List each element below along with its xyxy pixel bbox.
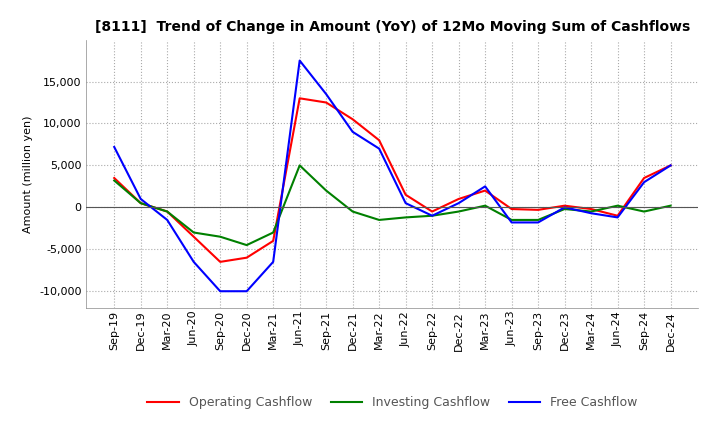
Investing Cashflow bbox=[110, 178, 119, 183]
Free Cashflow bbox=[666, 163, 675, 168]
Operating Cashflow bbox=[534, 207, 542, 213]
Free Cashflow bbox=[322, 92, 330, 97]
Free Cashflow bbox=[401, 201, 410, 206]
Operating Cashflow bbox=[295, 95, 304, 101]
Operating Cashflow bbox=[454, 196, 463, 202]
Free Cashflow bbox=[189, 259, 198, 264]
Operating Cashflow bbox=[640, 176, 649, 181]
Investing Cashflow bbox=[136, 201, 145, 206]
Investing Cashflow bbox=[534, 217, 542, 223]
Investing Cashflow bbox=[348, 209, 357, 214]
Operating Cashflow bbox=[322, 100, 330, 105]
Free Cashflow bbox=[348, 129, 357, 135]
Operating Cashflow bbox=[560, 203, 569, 208]
Free Cashflow bbox=[269, 259, 277, 264]
Operating Cashflow bbox=[375, 138, 384, 143]
Operating Cashflow bbox=[189, 234, 198, 239]
Investing Cashflow bbox=[481, 203, 490, 208]
Investing Cashflow bbox=[401, 215, 410, 220]
Operating Cashflow bbox=[269, 238, 277, 244]
Operating Cashflow bbox=[613, 213, 622, 218]
Investing Cashflow bbox=[375, 217, 384, 223]
Free Cashflow bbox=[243, 289, 251, 294]
Free Cashflow bbox=[640, 180, 649, 185]
Operating Cashflow bbox=[136, 201, 145, 206]
Investing Cashflow bbox=[454, 209, 463, 214]
Line: Free Cashflow: Free Cashflow bbox=[114, 61, 670, 291]
Title: [8111]  Trend of Change in Amount (YoY) of 12Mo Moving Sum of Cashflows: [8111] Trend of Change in Amount (YoY) o… bbox=[95, 20, 690, 34]
Operating Cashflow bbox=[216, 259, 225, 264]
Operating Cashflow bbox=[587, 206, 595, 212]
Investing Cashflow bbox=[428, 213, 436, 218]
Investing Cashflow bbox=[322, 188, 330, 193]
Operating Cashflow bbox=[428, 209, 436, 214]
Investing Cashflow bbox=[640, 209, 649, 214]
Free Cashflow bbox=[587, 211, 595, 216]
Free Cashflow bbox=[481, 184, 490, 189]
Free Cashflow bbox=[295, 58, 304, 63]
Y-axis label: Amount (million yen): Amount (million yen) bbox=[24, 115, 34, 233]
Operating Cashflow bbox=[666, 163, 675, 168]
Investing Cashflow bbox=[666, 203, 675, 208]
Operating Cashflow bbox=[508, 206, 516, 212]
Investing Cashflow bbox=[587, 209, 595, 214]
Operating Cashflow bbox=[243, 255, 251, 260]
Investing Cashflow bbox=[243, 242, 251, 248]
Operating Cashflow bbox=[163, 209, 171, 214]
Free Cashflow bbox=[163, 217, 171, 223]
Free Cashflow bbox=[508, 220, 516, 225]
Investing Cashflow bbox=[508, 217, 516, 223]
Investing Cashflow bbox=[189, 230, 198, 235]
Line: Operating Cashflow: Operating Cashflow bbox=[114, 98, 670, 262]
Operating Cashflow bbox=[401, 192, 410, 198]
Free Cashflow bbox=[613, 215, 622, 220]
Investing Cashflow bbox=[560, 206, 569, 212]
Investing Cashflow bbox=[269, 230, 277, 235]
Investing Cashflow bbox=[613, 203, 622, 208]
Free Cashflow bbox=[375, 146, 384, 151]
Free Cashflow bbox=[110, 144, 119, 150]
Investing Cashflow bbox=[163, 209, 171, 214]
Free Cashflow bbox=[216, 289, 225, 294]
Line: Investing Cashflow: Investing Cashflow bbox=[114, 165, 670, 245]
Free Cashflow bbox=[560, 205, 569, 210]
Legend: Operating Cashflow, Investing Cashflow, Free Cashflow: Operating Cashflow, Investing Cashflow, … bbox=[143, 392, 642, 414]
Free Cashflow bbox=[454, 201, 463, 206]
Investing Cashflow bbox=[295, 163, 304, 168]
Free Cashflow bbox=[534, 220, 542, 225]
Operating Cashflow bbox=[348, 117, 357, 122]
Operating Cashflow bbox=[481, 188, 490, 193]
Free Cashflow bbox=[136, 196, 145, 202]
Operating Cashflow bbox=[110, 176, 119, 181]
Free Cashflow bbox=[428, 213, 436, 218]
Investing Cashflow bbox=[216, 234, 225, 239]
